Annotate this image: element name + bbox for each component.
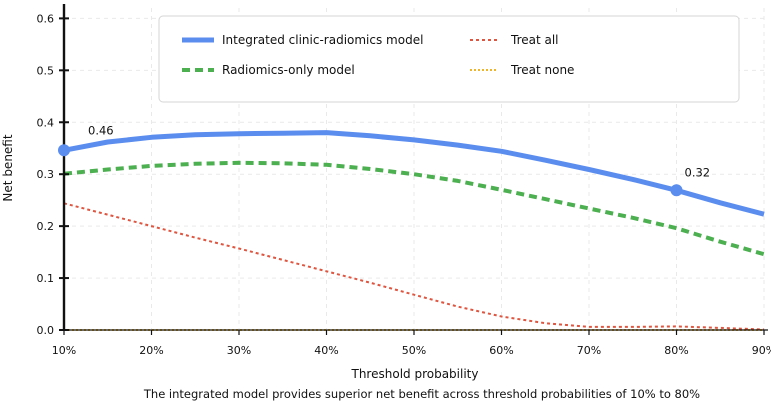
annotation-point-1 (670, 184, 683, 197)
annotations: 0.46 0.32 (58, 123, 711, 197)
y-tick-label-2: 0.2 (37, 220, 55, 233)
y-tick-label-5: 0.5 (37, 64, 55, 77)
y-axis-ticks: 0.0 0.1 0.2 0.3 0.4 0.5 0.6 (37, 12, 69, 337)
x-tick-label-8: 90% (752, 344, 771, 357)
y-tick-label-1: 0.1 (37, 272, 55, 285)
x-tick-label-2: 30% (227, 344, 251, 357)
x-tick-label-7: 80% (664, 344, 688, 357)
x-axis-label: Threshold probability (351, 367, 479, 381)
x-tick-label-1: 20% (139, 344, 163, 357)
y-tick-label-0: 0.0 (37, 324, 55, 337)
annotation-label-0: 0.46 (88, 123, 114, 137)
legend-label-radiomics-only-model: Radiomics-only model (222, 63, 355, 77)
x-tick-label-5: 60% (489, 344, 513, 357)
y-tick-label-6: 0.6 (37, 12, 55, 25)
legend-label-integrated-clinic-radiomics-model: Integrated clinic-radiomics model (222, 33, 423, 47)
series-line-radiomics-only-model (63, 160, 765, 257)
x-tick-label-4: 50% (402, 344, 426, 357)
legend-label-treat-none: Treat none (510, 63, 574, 77)
series-line-treat-all (63, 202, 765, 331)
annotation-label-1: 0.32 (685, 165, 711, 179)
x-axis-ticks: 10% 20% 30% 40% 50% 60% 70% 80% 90% (52, 330, 771, 357)
axes (62, 4, 768, 331)
series-line-integrated-clinic-radiomics-model (63, 130, 765, 217)
x-tick-label-0: 10% (52, 344, 76, 357)
y-tick-label-4: 0.4 (37, 116, 55, 129)
chart-caption: The integrated model provides superior n… (143, 387, 700, 401)
x-tick-label-6: 70% (577, 344, 601, 357)
x-tick-label-3: 40% (314, 344, 338, 357)
legend-label-treat-all: Treat all (510, 33, 559, 47)
y-tick-label-3: 0.3 (37, 168, 55, 181)
legend-box (158, 15, 740, 103)
legend: Integrated clinic-radiomics model Radiomi… (158, 15, 740, 103)
y-axis-label: Net benefit (1, 134, 15, 201)
annotation-point-0 (58, 144, 70, 157)
